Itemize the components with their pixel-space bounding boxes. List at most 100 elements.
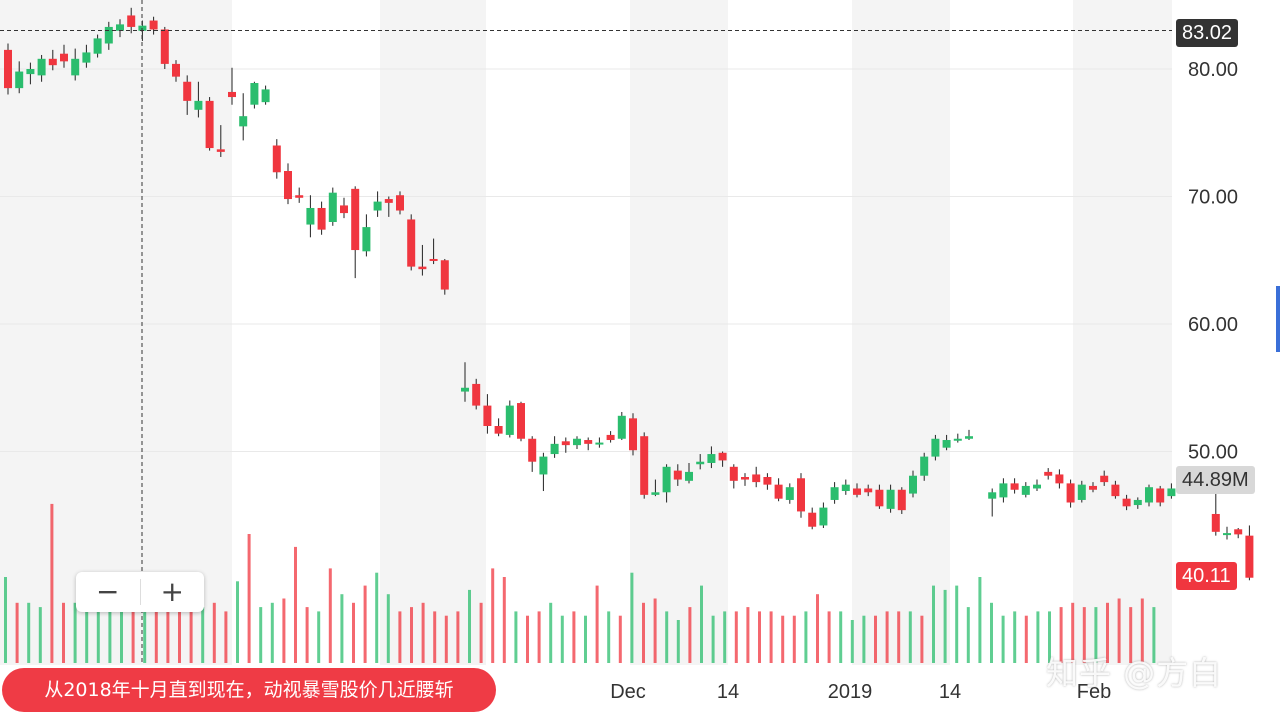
volume-bar	[769, 611, 773, 663]
candle-body	[841, 484, 850, 492]
volume-bar	[1117, 598, 1121, 663]
candle-body	[999, 483, 1008, 498]
volume-bar	[560, 615, 564, 663]
background-band	[0, 0, 232, 665]
volume-bar	[15, 602, 19, 663]
candle-body	[418, 266, 427, 270]
candle-body	[550, 443, 559, 455]
volume-bar	[978, 577, 982, 663]
candle-body	[606, 434, 615, 441]
zoom-out-button[interactable]: −	[96, 575, 120, 608]
candle-body	[295, 195, 304, 198]
candle-body	[71, 58, 80, 76]
volume-bar	[966, 607, 970, 663]
candle-body	[517, 403, 525, 439]
volume-bar	[700, 585, 703, 663]
crosshair-price-tag: 83.02	[1176, 19, 1239, 47]
volume-bar	[1048, 611, 1051, 663]
candle-body	[351, 188, 360, 251]
candle-body	[1156, 488, 1165, 503]
candle-body	[1010, 483, 1019, 490]
volume-bar	[62, 602, 65, 663]
candle-body	[239, 116, 248, 127]
volume-bar	[1129, 607, 1133, 663]
candle-body	[37, 58, 46, 76]
candle-body	[920, 456, 929, 476]
volume-bar	[955, 585, 959, 663]
candle-body	[886, 489, 895, 509]
candle-body	[472, 383, 481, 406]
volume-bar	[166, 602, 170, 663]
watermark: 知乎 @方白	[1046, 654, 1223, 692]
volume-bar	[108, 598, 112, 663]
volume-bar	[514, 611, 518, 663]
volume-bar	[908, 611, 912, 663]
candle-body	[82, 52, 91, 63]
candle-body	[373, 201, 382, 211]
zoom-control: − +	[76, 572, 204, 612]
candle-body	[584, 440, 593, 444]
scroll-handle[interactable]	[1276, 286, 1280, 352]
volume-bar	[212, 602, 216, 663]
zoom-in-button[interactable]: +	[160, 575, 184, 608]
volume-tag: 44.89M	[1176, 466, 1255, 494]
candle-body	[640, 436, 649, 495]
caption-banner: 从2018年十月直到现在，动视暴雪股价几近腰斩	[2, 668, 496, 712]
candle-body	[561, 441, 570, 446]
candle-body	[685, 471, 693, 481]
volume-bar	[526, 615, 529, 663]
candle-body	[785, 487, 794, 500]
volume-bar	[328, 568, 332, 663]
candle-body	[595, 442, 604, 445]
volume-bar	[236, 581, 239, 663]
candle-body	[1021, 485, 1030, 495]
candle-body	[797, 478, 805, 512]
candle-body	[1145, 487, 1153, 503]
volume-bar	[433, 611, 437, 663]
volume-bar	[665, 611, 669, 663]
candle-body	[261, 89, 270, 103]
volume-bar	[294, 546, 297, 663]
volume-bar	[398, 611, 402, 663]
candle-body	[1033, 484, 1041, 489]
candle-body	[1044, 471, 1053, 476]
candle-body	[1211, 513, 1220, 532]
candle-body	[48, 58, 57, 66]
volume-bar	[131, 602, 135, 663]
candle-body	[272, 145, 281, 173]
candle-body	[539, 456, 548, 475]
volume-bar	[839, 611, 843, 663]
candle-body	[942, 440, 951, 448]
candle-body	[407, 219, 416, 267]
candle-body	[953, 438, 962, 441]
candle-body	[15, 71, 24, 89]
candle-body	[1234, 529, 1243, 535]
volume-bar	[537, 611, 541, 663]
background-band	[852, 0, 950, 665]
volume-bar	[746, 607, 750, 663]
volume-bar	[850, 620, 854, 663]
candle-body	[909, 475, 917, 494]
candle-body	[830, 487, 839, 500]
y-tick-label: 80.00	[1188, 59, 1238, 81]
candle-body	[60, 53, 68, 62]
volume-bar	[862, 615, 866, 663]
volume-bar	[282, 598, 286, 663]
volume-bar	[27, 602, 31, 663]
volume-bar	[897, 611, 901, 663]
candle-body	[93, 38, 102, 54]
volume-bar	[1036, 611, 1040, 663]
candle-body	[505, 405, 514, 435]
candle-body	[104, 26, 113, 44]
y-tick-label: 50.00	[1188, 442, 1238, 464]
volume-bar	[456, 611, 460, 663]
candle-body	[763, 477, 772, 485]
volume-bars	[4, 503, 1156, 663]
candle-body	[752, 474, 761, 483]
candle-body	[819, 507, 828, 526]
volume-bar	[885, 611, 889, 663]
volume-bar	[990, 602, 993, 663]
candle-body	[440, 260, 449, 290]
y-tick-label: 60.00	[1188, 314, 1238, 336]
candle-body	[483, 405, 492, 426]
